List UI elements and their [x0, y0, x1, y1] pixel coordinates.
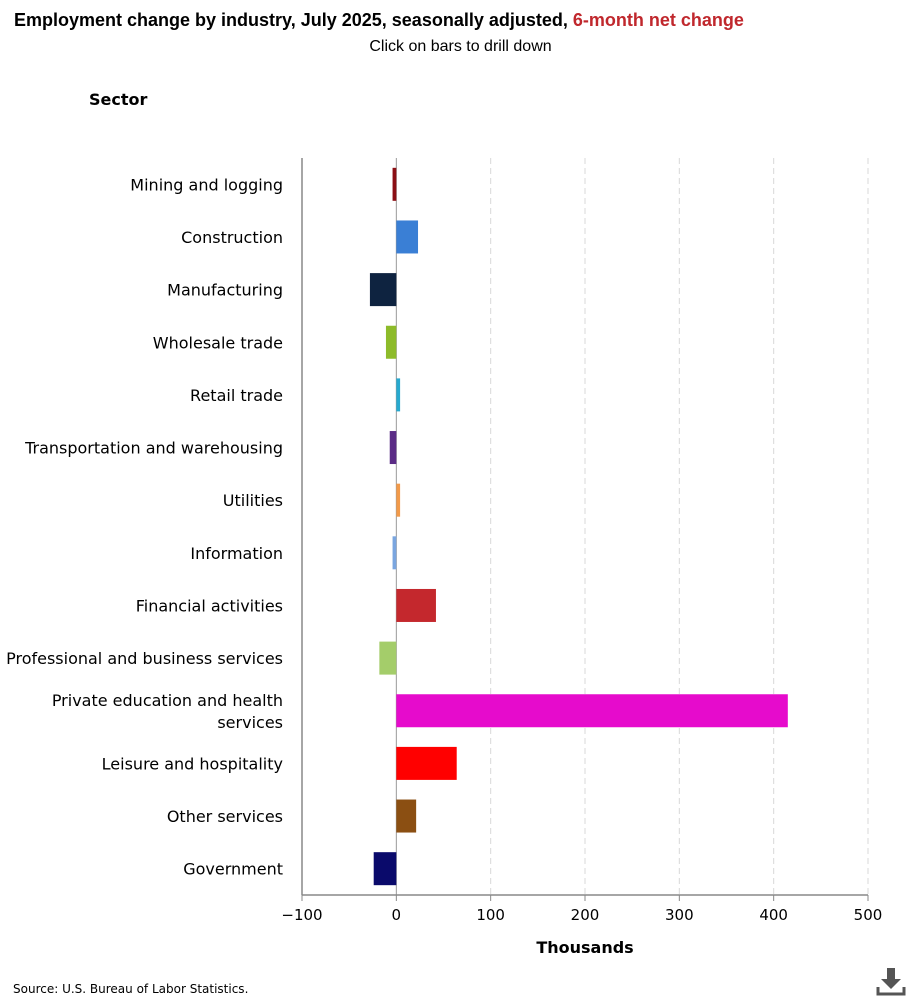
bar-retail-trade[interactable] — [396, 378, 401, 412]
bar-mining-and-logging[interactable] — [392, 167, 397, 201]
source-note: Source: U.S. Bureau of Labor Statistics. — [13, 982, 249, 996]
chart-subtitle: Click on bars to drill down — [369, 38, 552, 55]
bar-other-services[interactable] — [396, 799, 417, 833]
category-label: Utilities — [223, 491, 283, 510]
x-tick-label: 400 — [759, 906, 788, 924]
x-axis-title: Thousands — [536, 938, 633, 957]
category-label: Mining and logging — [130, 175, 283, 194]
category-label: Professional and business services — [6, 649, 283, 668]
category-label: Wholesale trade — [153, 333, 283, 352]
bars — [369, 167, 788, 886]
title-highlight: 6-month net change — [572, 10, 744, 30]
bar-government[interactable] — [373, 852, 397, 886]
x-tick-label: 500 — [854, 906, 883, 924]
category-label: Manufacturing — [167, 281, 283, 300]
x-tick-label: 0 — [392, 906, 402, 924]
category-label: Information — [190, 544, 283, 563]
bar-chart: Mining and logging Construction Manufactur… — [6, 158, 882, 957]
bar-private-education-and-health-services[interactable] — [396, 694, 788, 728]
category-label: Construction — [181, 228, 283, 247]
bar-leisure-and-hospitality[interactable] — [396, 746, 457, 780]
x-tick-label: 200 — [571, 906, 600, 924]
axes — [301, 158, 869, 901]
download-icon — [876, 968, 906, 996]
bar-construction[interactable] — [396, 220, 419, 254]
y-axis-title: Sector — [89, 90, 148, 109]
category-label: Leisure and hospitality — [102, 754, 283, 773]
download-button[interactable] — [875, 965, 907, 997]
x-tick-label: 300 — [665, 906, 694, 924]
category-label: Government — [183, 860, 283, 879]
category-labels: Mining and logging Construction Manufactur… — [6, 175, 283, 878]
x-tick-label: 100 — [476, 906, 505, 924]
bar-wholesale-trade[interactable] — [385, 325, 397, 359]
gridlines — [395, 158, 869, 895]
category-label: Financial activities — [136, 596, 283, 615]
category-label: Other services — [167, 807, 283, 826]
bar-information[interactable] — [392, 536, 397, 570]
category-label: Private education and health services — [52, 691, 283, 732]
bar-financial-activities[interactable] — [396, 588, 436, 622]
tick-labels: −100 0 100 200 300 400 500 — [281, 906, 882, 924]
category-label: Retail trade — [190, 386, 283, 405]
bar-professional-and-business-services[interactable] — [379, 641, 397, 675]
bar-transportation-and-warehousing[interactable] — [389, 431, 397, 465]
chart-title: Employment change by industry, July 2025… — [14, 10, 744, 31]
category-label: Transportation and warehousing — [24, 439, 283, 458]
title-main: Employment change by industry, July 2025… — [14, 10, 573, 30]
bar-utilities[interactable] — [396, 483, 401, 517]
x-tick-label: −100 — [281, 906, 322, 924]
bar-manufacturing[interactable] — [369, 273, 397, 307]
